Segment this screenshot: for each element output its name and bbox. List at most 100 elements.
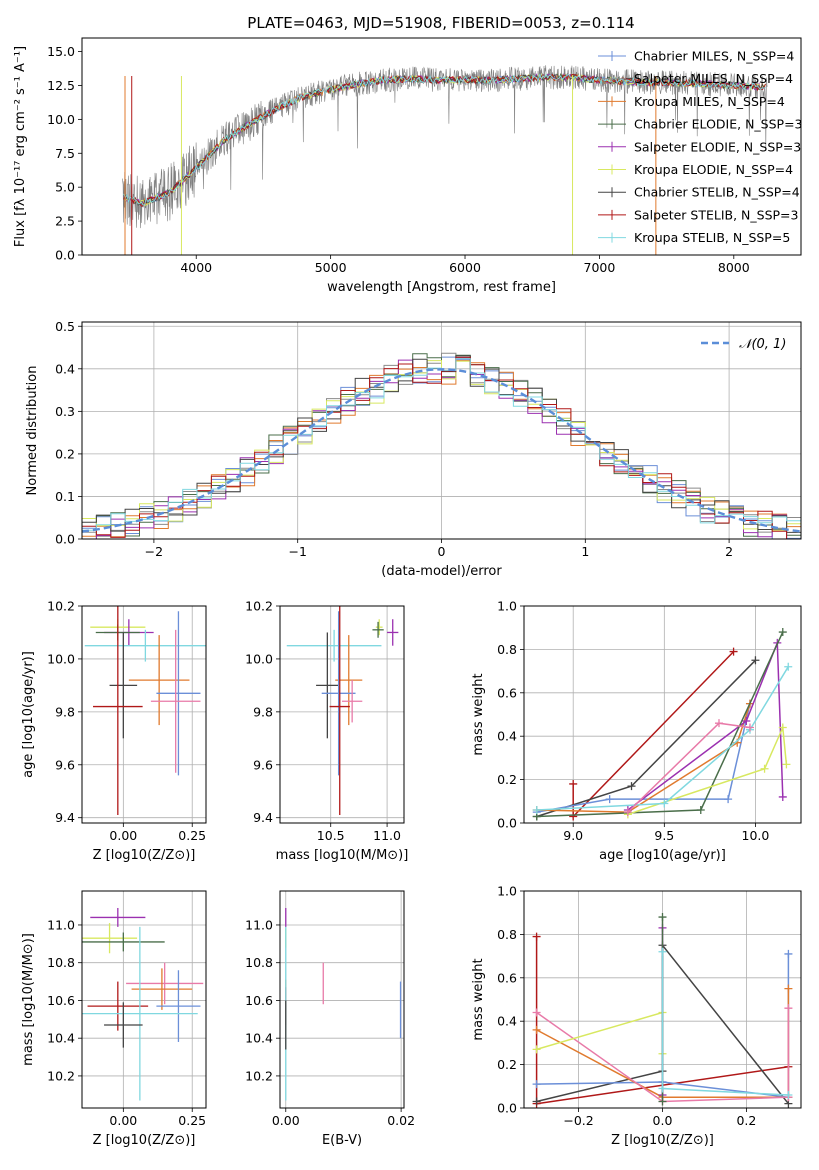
weight_vs_Z-marker-chabrier_miles (784, 949, 793, 958)
weight_vs_age-marker-salpeter_stelib (569, 779, 578, 788)
weight_vs_age-marker-salpeter_elodie (778, 792, 787, 801)
residuals-ytick-label: 0.0 (55, 532, 75, 547)
weight_vs_Z-marker-kroupa_miles (784, 984, 793, 993)
weight_vs_age-xlabel: age [log10(age/yr)] (599, 848, 726, 863)
age_vs_mass-ytick-label: 10.0 (245, 651, 273, 666)
weight_vs_Z-marker-kroupa_stelib (658, 947, 667, 956)
legend-label-kroupa_stelib: Kroupa STELIB, N_SSP=5 (634, 230, 790, 245)
spectrum-xtick-label: 5000 (315, 260, 347, 275)
legend-label-salpeter_miles: Salpeter MILES, N_SSP=4 (634, 71, 793, 86)
weight_vs_Z-marker-kroupa_miles (532, 1025, 541, 1034)
mass_vs_ebv-axes: 0.00 0.02 10.2 10.4 10.6 10.8 11.0 E(B-V) (245, 890, 415, 1148)
weight_vs_age-ytick-label: 0.8 (497, 642, 517, 657)
weight_vs_age-marker-salpeter_stelib (729, 647, 738, 656)
weight_vs_Z-marker-chabrier_miles (532, 1080, 541, 1089)
weight_vs_age-marker-chabrier_miles (724, 795, 733, 804)
age_vs_Z-ytick-label: 9.8 (55, 704, 75, 719)
mass_vs_ebv-plot-area (280, 891, 404, 1108)
mass_vs_ebv-xlabel: E(B-V) (322, 1133, 362, 1148)
weight_vs_Z-marker-kroupa_elodie (532, 1045, 541, 1054)
weight_vs_age-marker-kroupa_elodie (760, 764, 769, 773)
age_vs_Z-xtick-label: 0.25 (178, 828, 206, 843)
weight_vs_age-marker-chabrier_stelib (627, 782, 636, 791)
mass_vs_ebv-frame (279, 890, 405, 1109)
weight_vs_age-xtick-label: 9.5 (654, 828, 674, 843)
age_vs_Z-frame (81, 605, 207, 824)
mass_vs_Z-content (82, 907, 204, 1101)
weight_vs_Z-xtick-label: 0.2 (736, 1113, 756, 1128)
weight_vs_Z-ytick-label: 1.0 (497, 884, 517, 899)
weight_vs_age-plot-area (524, 606, 801, 823)
age_vs_mass-xlabel: mass [log10(M/M⊙)] (276, 848, 409, 863)
weight_vs_Z-xtick-label: 0.0 (653, 1113, 673, 1128)
normal-legend-label: 𝒩(0, 1) (739, 337, 786, 352)
weight_vs_age-ytick-label: 0.4 (497, 729, 517, 744)
age_vs_Z-axes: 0.00 0.25 9.4 9.6 9.8 10.0 10.2 Z [log10(Z/Z⊙)]… (21, 599, 207, 863)
spectrum-legend: Chabrier MILES, N_SSP=4 Salpeter MILES, N… (598, 49, 803, 245)
weight_vs_Z-axes: −0.2 0.0 0.2 0.0 0.2 0.4 0.6 0.8 1.0 Z [log10(Z/Z… (471, 884, 802, 1148)
mass_vs_ebv-ytick-label: 10.4 (245, 1031, 273, 1046)
mass_vs_ebv-ytick-label: 10.8 (245, 955, 273, 970)
age_vs_Z-xlabel: Z [log10(Z/Z⊙)] (93, 848, 196, 863)
weight_vs_Z-xlabel: Z [log10(Z/Z⊙)] (611, 1133, 714, 1148)
residuals-xtick-label: 1 (581, 544, 589, 559)
age_vs_Z-ytick-label: 9.6 (55, 757, 75, 772)
weight_vs_Z-marker-pink (532, 1008, 541, 1017)
weight_vs_age-line-kroupa_stelib (536, 666, 789, 811)
weight_vs_Z-marker-chabrier_stelib (532, 1097, 541, 1106)
spectrum-xtick-label: 8000 (718, 260, 750, 275)
weight_vs_age-marker-chabrier_elodie (778, 628, 787, 637)
legend-label-kroupa_elodie: Kroupa ELODIE, N_SSP=4 (634, 162, 793, 177)
legend-label-chabrier_elodie: Chabrier ELODIE, N_SSP=3 (634, 117, 803, 132)
weight_vs_Z-ytick-label: 0.6 (497, 970, 517, 985)
mass_vs_Z-ylabel: mass [log10(M/M⊙)] (21, 933, 36, 1066)
spectrum-frame (81, 37, 802, 256)
residuals-ytick-label: 0.4 (55, 361, 75, 376)
weight_vs_Z-content (532, 913, 793, 1108)
weight_vs_Z-xtick-label: −0.2 (563, 1113, 593, 1128)
weight_vs_age-marker-kroupa_stelib (532, 805, 541, 814)
legend-label-chabrier_stelib: Chabrier STELIB, N_SSP=4 (634, 185, 800, 200)
weight_vs_age-ytick-label: 0.2 (497, 772, 517, 787)
mass_vs_Z-xtick-label: 0.25 (178, 1113, 206, 1128)
spectrum-ytick-label: 15.0 (47, 44, 75, 59)
residuals-xtick-label: 0 (438, 544, 446, 559)
residuals-ytick-label: 0.2 (55, 446, 75, 461)
residuals-ytick-label: 0.3 (55, 404, 75, 419)
model-line-salpeter_stelib (123, 73, 766, 207)
age_vs_Z-plot-area (82, 606, 206, 823)
figure-title: PLATE=0463, MJD=51908, FIBERID=0053, z=0… (247, 14, 634, 32)
weight_vs_Z-marker-salpeter_stelib (532, 932, 541, 941)
mass_vs_Z-frame (81, 890, 207, 1109)
mass_vs_ebv-content (285, 907, 402, 1101)
mass_vs_ebv-xtick-label: 0.00 (272, 1113, 300, 1128)
legend-label-chabrier_miles: Chabrier MILES, N_SSP=4 (634, 49, 794, 64)
residuals-axes: −2 −1 0 1 2 0.0 0.1 0.2 0.3 0.4 0.5 (data-model)/er… (25, 319, 802, 579)
age_vs_mass-xtick-label: 10.5 (317, 828, 345, 843)
weight_vs_Z-ytick-label: 0.4 (497, 1014, 517, 1029)
mass_vs_Z-ytick-label: 10.4 (47, 1031, 75, 1046)
weight_vs_age-marker-chabrier_stelib (751, 656, 760, 665)
spectrum-ytick-label: 7.5 (55, 146, 75, 161)
mass_vs_Z-ytick-label: 10.2 (47, 1068, 75, 1083)
spectrum-ytick-label: 0.0 (55, 248, 75, 263)
residuals-ylabel: Normed distribution (25, 366, 40, 496)
legend-label-kroupa_miles: Kroupa MILES, N_SSP=4 (634, 94, 785, 109)
age_vs_mass-content (286, 606, 399, 816)
residuals-xtick-label: −1 (288, 544, 306, 559)
weight_vs_age-marker-kroupa_stelib (784, 662, 793, 671)
weight_vs_age-line-salpeter_elodie (627, 642, 784, 811)
weight_vs_age-marker-salpeter_elodie (742, 717, 751, 726)
weight_vs_Z-marker-kroupa_stelib (658, 1084, 667, 1093)
legend-label-salpeter_stelib: Salpeter STELIB, N_SSP=3 (634, 207, 798, 222)
weight_vs_age-marker-pink (745, 723, 754, 732)
model-line-kroupa_stelib (123, 73, 766, 206)
age_vs_mass-axes: 10.5 11.0 9.4 9.6 9.8 10.0 10.2 mass [log10(M/M… (245, 599, 409, 864)
mass_vs_ebv-xtick-label: 0.02 (387, 1113, 415, 1128)
residuals-xlabel: (data-model)/error (381, 564, 502, 579)
spectrum-xtick-label: 7000 (584, 260, 616, 275)
spectrum-xtick-label: 4000 (180, 260, 212, 275)
weight_vs_age-ytick-label: 0.0 (497, 816, 517, 831)
plot-layer: 4000 5000 6000 7000 80000.02.55.07.510.012.5… (13, 37, 803, 1148)
weight_vs_age-ytick-label: 0.6 (497, 685, 517, 700)
